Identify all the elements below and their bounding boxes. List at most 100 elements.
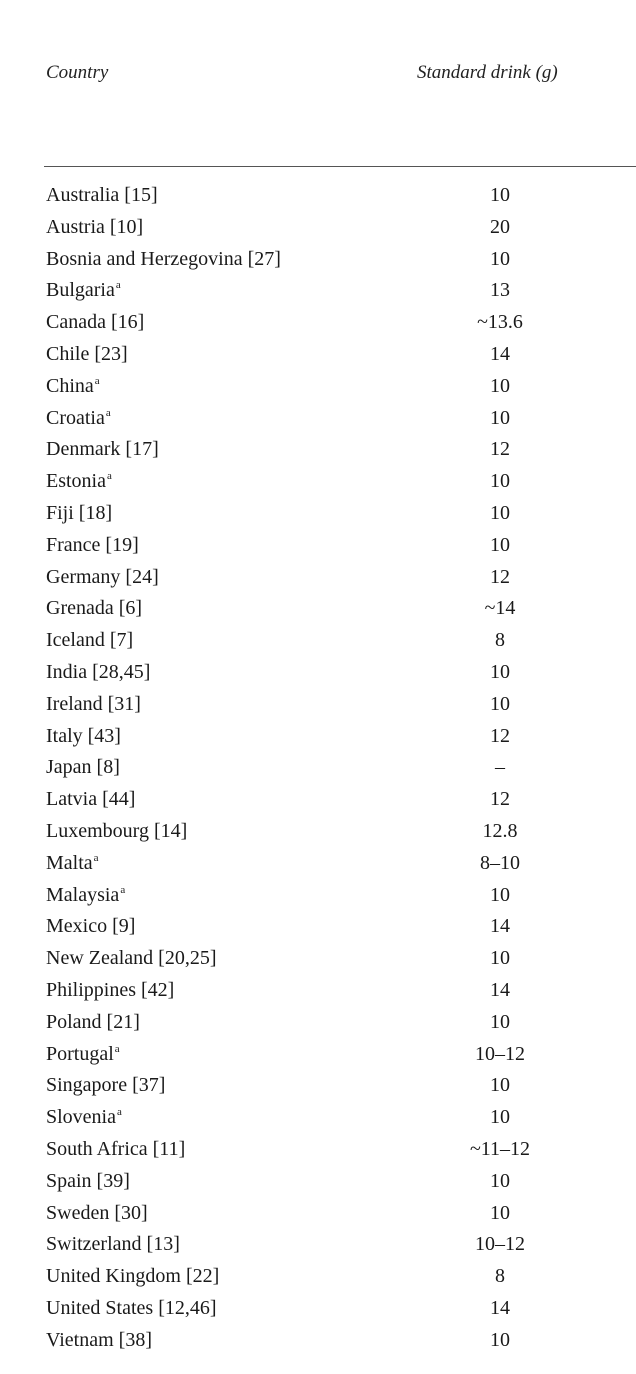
table-row: New Zealand [20,25] 10: [0, 943, 636, 975]
table-row: Spain [39] 10: [0, 1166, 636, 1198]
country-cell: Spain [39]: [46, 1166, 130, 1198]
country-cell: Japan [8]: [46, 752, 120, 784]
standard-drink-value: 14: [490, 915, 510, 938]
country-cell: Italy [43]: [46, 721, 121, 753]
table-row: Malaysiaa 10: [0, 880, 636, 912]
table-row: Bulgariaa 13: [0, 275, 636, 307]
country-cell: Sloveniaa: [46, 1102, 122, 1134]
country-cell: United Kingdom [22]: [46, 1261, 219, 1293]
standard-drink-value: 14: [490, 1296, 510, 1319]
standard-drink-value: 10: [490, 1328, 510, 1351]
standard-drink-value: –: [495, 756, 505, 779]
country-cell: Singapore [37]: [46, 1070, 165, 1102]
table-row: Poland [21] 10: [0, 1007, 636, 1039]
table-row: India [28,45] 10: [0, 657, 636, 689]
standard-drink-value: 10: [490, 470, 510, 493]
country-name: Japan [8]: [46, 756, 120, 779]
table-row: Ireland [31] 10: [0, 689, 636, 721]
standard-drink-value: 10: [490, 947, 510, 970]
standard-drink-value: 12.8: [482, 819, 518, 842]
footnote-marker: a: [117, 1106, 122, 1119]
table-row: Vietnam [38] 10: [0, 1325, 636, 1357]
standard-drink-value: 10: [490, 247, 510, 270]
table-row: Japan [8] –: [0, 752, 636, 784]
table-row: United Kingdom [22] 8: [0, 1261, 636, 1293]
table-row: Croatiaa 10: [0, 403, 636, 435]
table-row: Singapore [37] 10: [0, 1070, 636, 1102]
country-name: United States [12,46]: [46, 1296, 217, 1319]
country-name: Canada [16]: [46, 311, 145, 334]
standard-drink-value: 12: [490, 565, 510, 588]
table-row: Australia [15] 10: [0, 180, 636, 212]
country-name: Poland [21]: [46, 1010, 140, 1033]
standard-drink-value: 8: [495, 629, 505, 652]
standard-drink-value: 10: [490, 1201, 510, 1224]
standard-drink-value: 14: [490, 978, 510, 1001]
country-cell: New Zealand [20,25]: [46, 943, 217, 975]
standard-drink-value: 10–12: [475, 1233, 525, 1256]
table-row: United States [12,46] 14: [0, 1293, 636, 1325]
table-row: Chile [23] 14: [0, 339, 636, 371]
country-cell: France [19]: [46, 530, 139, 562]
table-row: Luxembourg [14] 12.8: [0, 816, 636, 848]
country-cell: Vietnam [38]: [46, 1325, 152, 1357]
standard-drink-value: 8–10: [480, 851, 520, 874]
country-name: Sweden [30]: [46, 1201, 148, 1224]
table-row: Mexico [9] 14: [0, 911, 636, 943]
country-name: Slovenia: [46, 1106, 116, 1129]
footnote-marker: a: [115, 279, 121, 292]
country-cell: Maltaa: [46, 848, 99, 880]
country-cell: United States [12,46]: [46, 1293, 217, 1325]
country-name: Chile [23]: [46, 342, 128, 365]
country-cell: Austria [10]: [46, 212, 143, 244]
country-name: Italy [43]: [46, 724, 121, 747]
country-cell: Latvia [44]: [46, 784, 135, 816]
standard-drink-value: 10: [490, 692, 510, 715]
footnote-marker: a: [114, 1042, 120, 1055]
column-header-standard-drink: Standard drink (g): [417, 62, 558, 83]
standard-drink-value: 12: [490, 788, 510, 811]
table-row: Austria [10] 20: [0, 212, 636, 244]
table-row: Estoniaa 10: [0, 466, 636, 498]
standard-drink-value: 10: [490, 533, 510, 556]
standard-drink-value: ~13.6: [477, 311, 523, 334]
country-name: Bulgaria: [46, 279, 115, 302]
standard-drink-value: 10: [490, 1169, 510, 1192]
table-row: Fiji [18] 10: [0, 498, 636, 530]
table-row: Bosnia and Herzegovina [27] 10: [0, 244, 636, 276]
country-cell: Switzerland [13]: [46, 1229, 180, 1261]
country-cell: Malaysiaa: [46, 880, 125, 912]
table-row: South Africa [11] ~11–12: [0, 1134, 636, 1166]
country-name: Estonia: [46, 470, 106, 493]
country-name: Switzerland [13]: [46, 1233, 180, 1256]
standard-drink-value: 10: [490, 660, 510, 683]
country-cell: South Africa [11]: [46, 1134, 185, 1166]
country-name: Singapore [37]: [46, 1074, 166, 1097]
standard-drink-value: 10: [490, 406, 510, 429]
footnote-marker: a: [120, 883, 126, 896]
country-name: India [28,45]: [46, 660, 151, 683]
country-name: Mexico [9]: [46, 915, 136, 938]
table-row: Sloveniaa 10: [0, 1102, 636, 1134]
table-row: Chinaa 10: [0, 371, 636, 403]
country-cell: Mexico [9]: [46, 911, 135, 943]
standard-drink-value: 10: [490, 1106, 510, 1129]
table-row: Sweden [30] 10: [0, 1198, 636, 1230]
country-cell: Chile [23]: [46, 339, 128, 371]
table-row: Iceland [7] 8: [0, 625, 636, 657]
footnote-marker: a: [93, 851, 99, 864]
country-cell: India [28,45]: [46, 657, 150, 689]
country-name: Bosnia and Herzegovina [27]: [46, 247, 281, 270]
footnote-marker: a: [107, 470, 112, 483]
country-name: South Africa [11]: [46, 1137, 186, 1160]
country-cell: Luxembourg [14]: [46, 816, 187, 848]
standard-drink-value: 20: [490, 215, 510, 238]
country-name: Philippines [42]: [46, 978, 175, 1001]
table-row: Maltaa 8–10: [0, 848, 636, 880]
country-name: Latvia [44]: [46, 788, 136, 811]
country-cell: Iceland [7]: [46, 625, 133, 657]
table-row: Portugala 10–12: [0, 1039, 636, 1071]
country-name: Australia [15]: [46, 184, 158, 206]
table-row: France [19] 10: [0, 530, 636, 562]
standard-drink-value: ~11–12: [469, 1137, 531, 1160]
